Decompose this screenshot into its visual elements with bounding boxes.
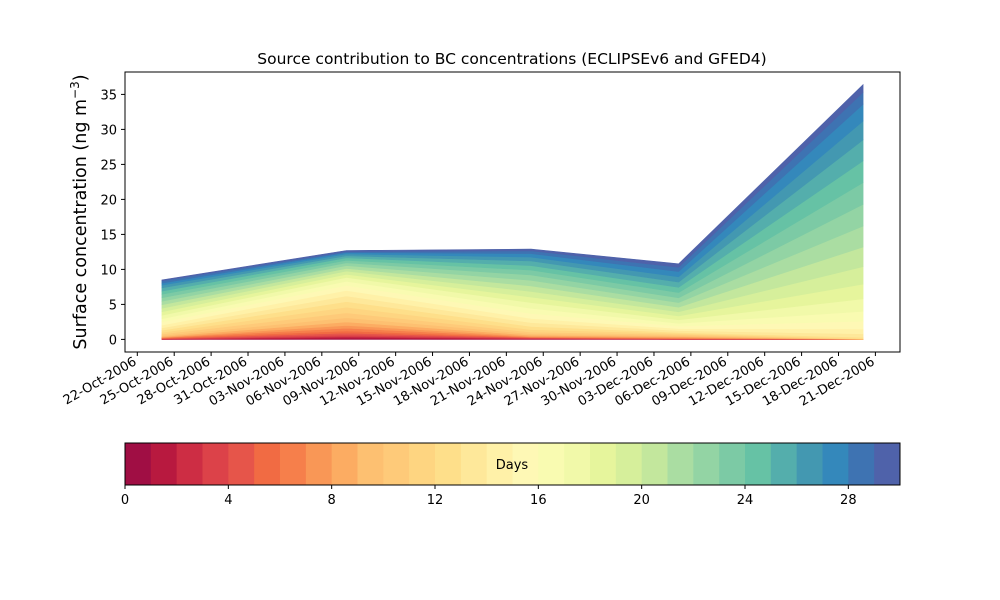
area-layer-day-29	[161, 83, 864, 282]
colorbar-segment-day-24	[745, 443, 772, 485]
y-axis-label: Surface concentration (ng m−3)	[68, 74, 91, 349]
colorbar-tick-label: 24	[737, 493, 754, 508]
colorbar-segment-day-20	[641, 443, 668, 485]
colorbar-segment-day-22	[693, 443, 720, 485]
colorbar-segment-day-9	[357, 443, 384, 485]
colorbar-tick-label: 8	[328, 493, 336, 508]
chart-title: Source contribution to BC concentrations…	[257, 50, 766, 68]
colorbar-tick-label: 28	[840, 493, 857, 508]
colorbar-segment-day-5	[254, 443, 281, 485]
plot-frame	[124, 71, 901, 353]
colorbar-segment-day-3	[202, 443, 229, 485]
colorbar-segment-day-10	[383, 443, 410, 485]
y-axis: 0 5 10 15 20 25 30 35	[100, 88, 125, 348]
y-axis-label-unit-exponent: −3	[68, 81, 82, 99]
y-tick-label: 5	[109, 298, 117, 313]
colorbar-segment-day-4	[228, 443, 255, 485]
y-tick-label: 30	[100, 123, 117, 138]
colorbar-segment-day-29	[874, 443, 901, 485]
y-tick-label: 0	[109, 333, 117, 348]
y-axis-label-close: )	[71, 74, 91, 81]
colorbar-segment-day-23	[719, 443, 746, 485]
colorbar-segment-day-16	[538, 443, 565, 485]
colorbar-segment-day-11	[409, 443, 436, 485]
colorbar-segment-day-1	[150, 443, 178, 485]
colorbar-tick-label: 4	[224, 493, 232, 508]
colorbar-tick-label: 16	[530, 493, 547, 508]
colorbar-frame	[124, 442, 901, 486]
x-axis: 22-Oct-200625-Oct-200628-Oct-200631-Oct-…	[61, 352, 877, 410]
colorbar-segment-day-12	[435, 443, 462, 485]
colorbar-axis: 0 4 8 12 16 20 24 28	[121, 485, 857, 508]
colorbar-segment-day-0	[125, 443, 152, 485]
y-axis-label-main: Surface concentration (ng m	[71, 99, 91, 350]
svg-text:Surface concentration (ng m−3): Surface concentration (ng m−3)	[68, 74, 91, 349]
colorbar-tick-label: 12	[427, 493, 444, 508]
colorbar-segment-day-8	[331, 443, 358, 485]
colorbar	[125, 443, 901, 485]
colorbar-tick-label: 20	[633, 493, 650, 508]
y-tick-label: 35	[100, 88, 117, 103]
colorbar-segment-day-17	[564, 443, 591, 485]
colorbar-segment-day-19	[615, 443, 643, 485]
colorbar-segment-day-25	[770, 443, 798, 485]
colorbar-segment-day-14	[486, 443, 513, 485]
colorbar-segment-day-15	[512, 443, 539, 485]
colorbar-segment-day-18	[590, 443, 617, 485]
colorbar-segment-day-26	[796, 443, 823, 485]
stacked-area-plot	[161, 83, 864, 340]
y-tick-label: 15	[100, 228, 117, 243]
colorbar-segment-day-27	[822, 443, 849, 485]
colorbar-segment-day-6	[280, 443, 307, 485]
colorbar-segment-day-7	[305, 443, 333, 485]
colorbar-segment-day-28	[848, 443, 875, 485]
colorbar-segment-day-21	[667, 443, 694, 485]
colorbar-segment-day-13	[460, 443, 488, 485]
colorbar-segment-day-2	[176, 443, 203, 485]
colorbar-label: Days	[496, 458, 529, 473]
y-tick-label: 25	[100, 158, 117, 173]
y-tick-label: 20	[100, 193, 117, 208]
y-tick-label: 10	[100, 263, 117, 278]
colorbar-tick-label: 0	[121, 493, 129, 508]
